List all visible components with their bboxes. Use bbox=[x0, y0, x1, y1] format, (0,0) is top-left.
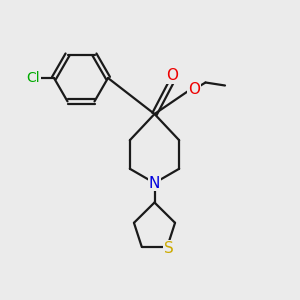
Text: S: S bbox=[164, 241, 174, 256]
Text: O: O bbox=[167, 68, 178, 83]
Text: N: N bbox=[149, 176, 160, 190]
Text: O: O bbox=[188, 82, 200, 98]
Text: Cl: Cl bbox=[26, 71, 40, 85]
